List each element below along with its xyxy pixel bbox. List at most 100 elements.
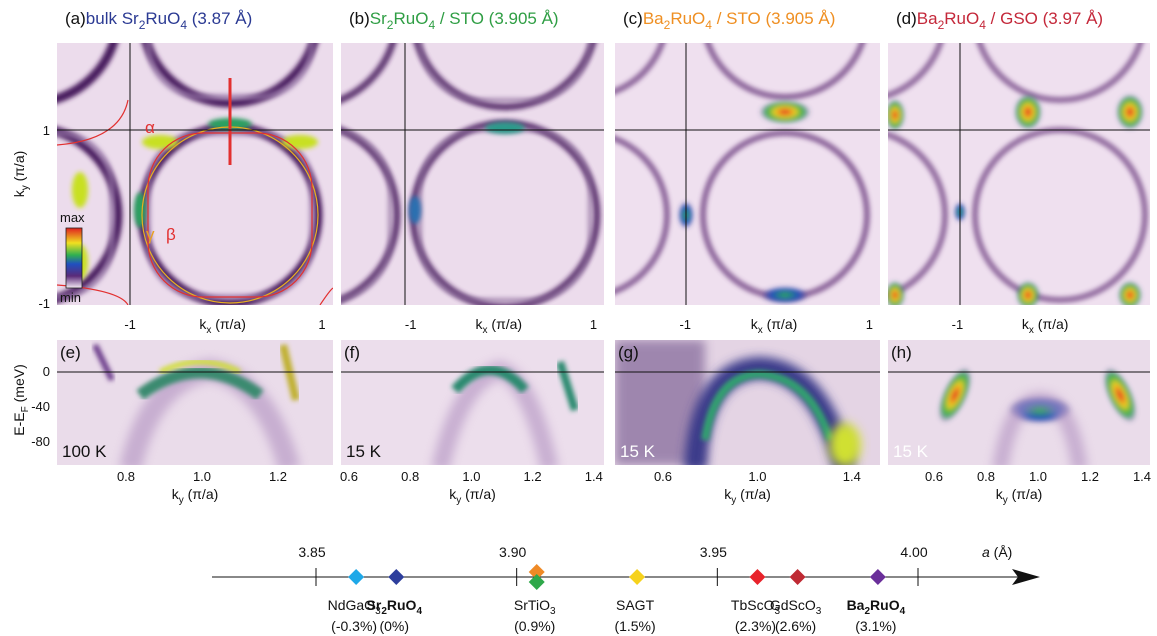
text-run: k — [172, 486, 180, 502]
x-tick-label: 1.0 — [748, 469, 766, 484]
substrate-marker — [388, 569, 405, 585]
axis-unit: (Å) — [990, 544, 1013, 560]
text-run: k — [199, 316, 207, 332]
subscript: 2 — [938, 18, 945, 32]
text-run: GdScO — [770, 597, 816, 613]
subscript: y — [20, 185, 31, 190]
alpha-label: α — [145, 118, 155, 137]
arpes-map-b — [341, 43, 604, 305]
x-tick-label: 1.0 — [193, 469, 211, 484]
temperature-label: 15 K — [346, 442, 382, 461]
substrate-strain: (2.3%) — [735, 618, 776, 634]
x-axis-label: ky (π/a) — [724, 486, 771, 506]
panel-title: (b)Sr2RuO4 / STO (3.905 Å) — [349, 9, 559, 32]
substrate-strain: (-0.3%) — [331, 618, 377, 634]
subscript: x — [483, 325, 488, 336]
x-axis-label: ky (π/a) — [449, 486, 496, 506]
text-run: k — [1022, 316, 1030, 332]
x-axis-label: kx (π/a) — [476, 316, 523, 336]
text-run: (π/a) — [763, 316, 798, 332]
text-run: RuO — [145, 9, 180, 28]
substrate-marker — [528, 574, 545, 590]
text-run: RuO — [393, 9, 428, 28]
text-run: NdGaO — [328, 597, 376, 613]
subscript: 2 — [864, 606, 870, 617]
panel-label: (a) — [65, 9, 86, 28]
arpes-cut-g — [615, 340, 880, 465]
subscript: 2 — [381, 606, 387, 617]
text-run: (π/a) — [736, 486, 771, 502]
x-tick-label: 1.0 — [462, 469, 480, 484]
substrate-marker — [528, 564, 545, 580]
x-tick-label: 1.2 — [269, 469, 287, 484]
colorbar-max: max — [60, 210, 85, 225]
substrate-strain: (0.9%) — [514, 618, 555, 634]
x-tick-label: -1 — [952, 317, 964, 332]
beta-label: β — [166, 225, 176, 244]
substrate-name: NdGaO3 — [328, 597, 381, 617]
substrate-name: Sr2RuO4 — [367, 597, 423, 617]
arpes-cut-h — [888, 340, 1150, 465]
text-run: k — [724, 486, 732, 502]
subscript: 4 — [416, 606, 422, 617]
arpes-cut-f — [341, 340, 604, 465]
x-tick-label: 1.4 — [585, 469, 603, 484]
text-run: Ba — [847, 597, 865, 613]
text-run: RuO — [870, 597, 900, 613]
subscript: x — [1029, 325, 1034, 336]
x-tick-label: -1 — [405, 317, 417, 332]
substrate-marker — [629, 569, 646, 585]
text-run: (π/a) — [461, 486, 496, 502]
substrate-strain: (2.6%) — [775, 618, 816, 634]
subscript: 4 — [900, 606, 906, 617]
panel-label: (e) — [60, 343, 81, 362]
text-run: RuO — [387, 597, 417, 613]
tick-label: 3.95 — [700, 544, 727, 560]
subscript: 4 — [705, 18, 712, 32]
text-run: (π/a) — [1034, 316, 1069, 332]
x-tick-label: 1 — [590, 317, 597, 332]
subscript: 3 — [375, 606, 381, 617]
panel-title: (a)bulk Sr2RuO4 (3.87 Å) — [65, 9, 252, 32]
x-tick-label: 0.8 — [977, 469, 995, 484]
substrate-name: TbScO3 — [731, 597, 781, 617]
text-run: k — [476, 316, 484, 332]
x-tick-label: 0.6 — [925, 469, 943, 484]
substrate-name: Ba2RuO4 — [847, 597, 906, 617]
x-tick-label: 1.4 — [1133, 469, 1151, 484]
text-run: SAGT — [616, 597, 655, 613]
text-run: (π/a) — [1008, 486, 1043, 502]
x-tick-label: -1 — [124, 317, 136, 332]
substrate-strain: (1.5%) — [614, 618, 655, 634]
panel-label: (h) — [891, 343, 912, 362]
text-run: (π/a) — [184, 486, 219, 502]
text-run: RuO — [670, 9, 705, 28]
panel-label: (b) — [349, 9, 370, 28]
panel-title: (d)Ba2RuO4 / GSO (3.97 Å) — [896, 9, 1103, 32]
substrate-name: SrTiO3 — [514, 597, 556, 617]
text-run: RuO — [944, 9, 979, 28]
arpes-map-a — [57, 43, 333, 305]
subscript: y — [1003, 495, 1008, 506]
panel-label: (d) — [896, 9, 917, 28]
subscript: 3 — [550, 606, 556, 617]
y-tick-label: 0 — [43, 364, 50, 379]
text-run: k — [449, 486, 457, 502]
subscript: 3 — [774, 606, 780, 617]
x-tick-label: 0.8 — [117, 469, 135, 484]
x-tick-label: 1.4 — [843, 469, 861, 484]
text-run: Sr — [367, 597, 382, 613]
x-tick-label: -1 — [679, 317, 691, 332]
x-tick-label: 1 — [866, 317, 873, 332]
substrate-marker — [348, 569, 365, 585]
text-run: k — [996, 486, 1004, 502]
subscript: 3 — [816, 606, 822, 617]
y-tick-label: -80 — [31, 434, 50, 449]
y-tick-label: 1 — [43, 123, 50, 138]
x-tick-label: 0.6 — [654, 469, 672, 484]
subscript: 4 — [180, 18, 187, 32]
tick-label: 3.90 — [499, 544, 526, 560]
substrate-strain: (0%) — [379, 618, 409, 634]
subscript: 2 — [387, 18, 394, 32]
tick-label: 4.00 — [900, 544, 927, 560]
